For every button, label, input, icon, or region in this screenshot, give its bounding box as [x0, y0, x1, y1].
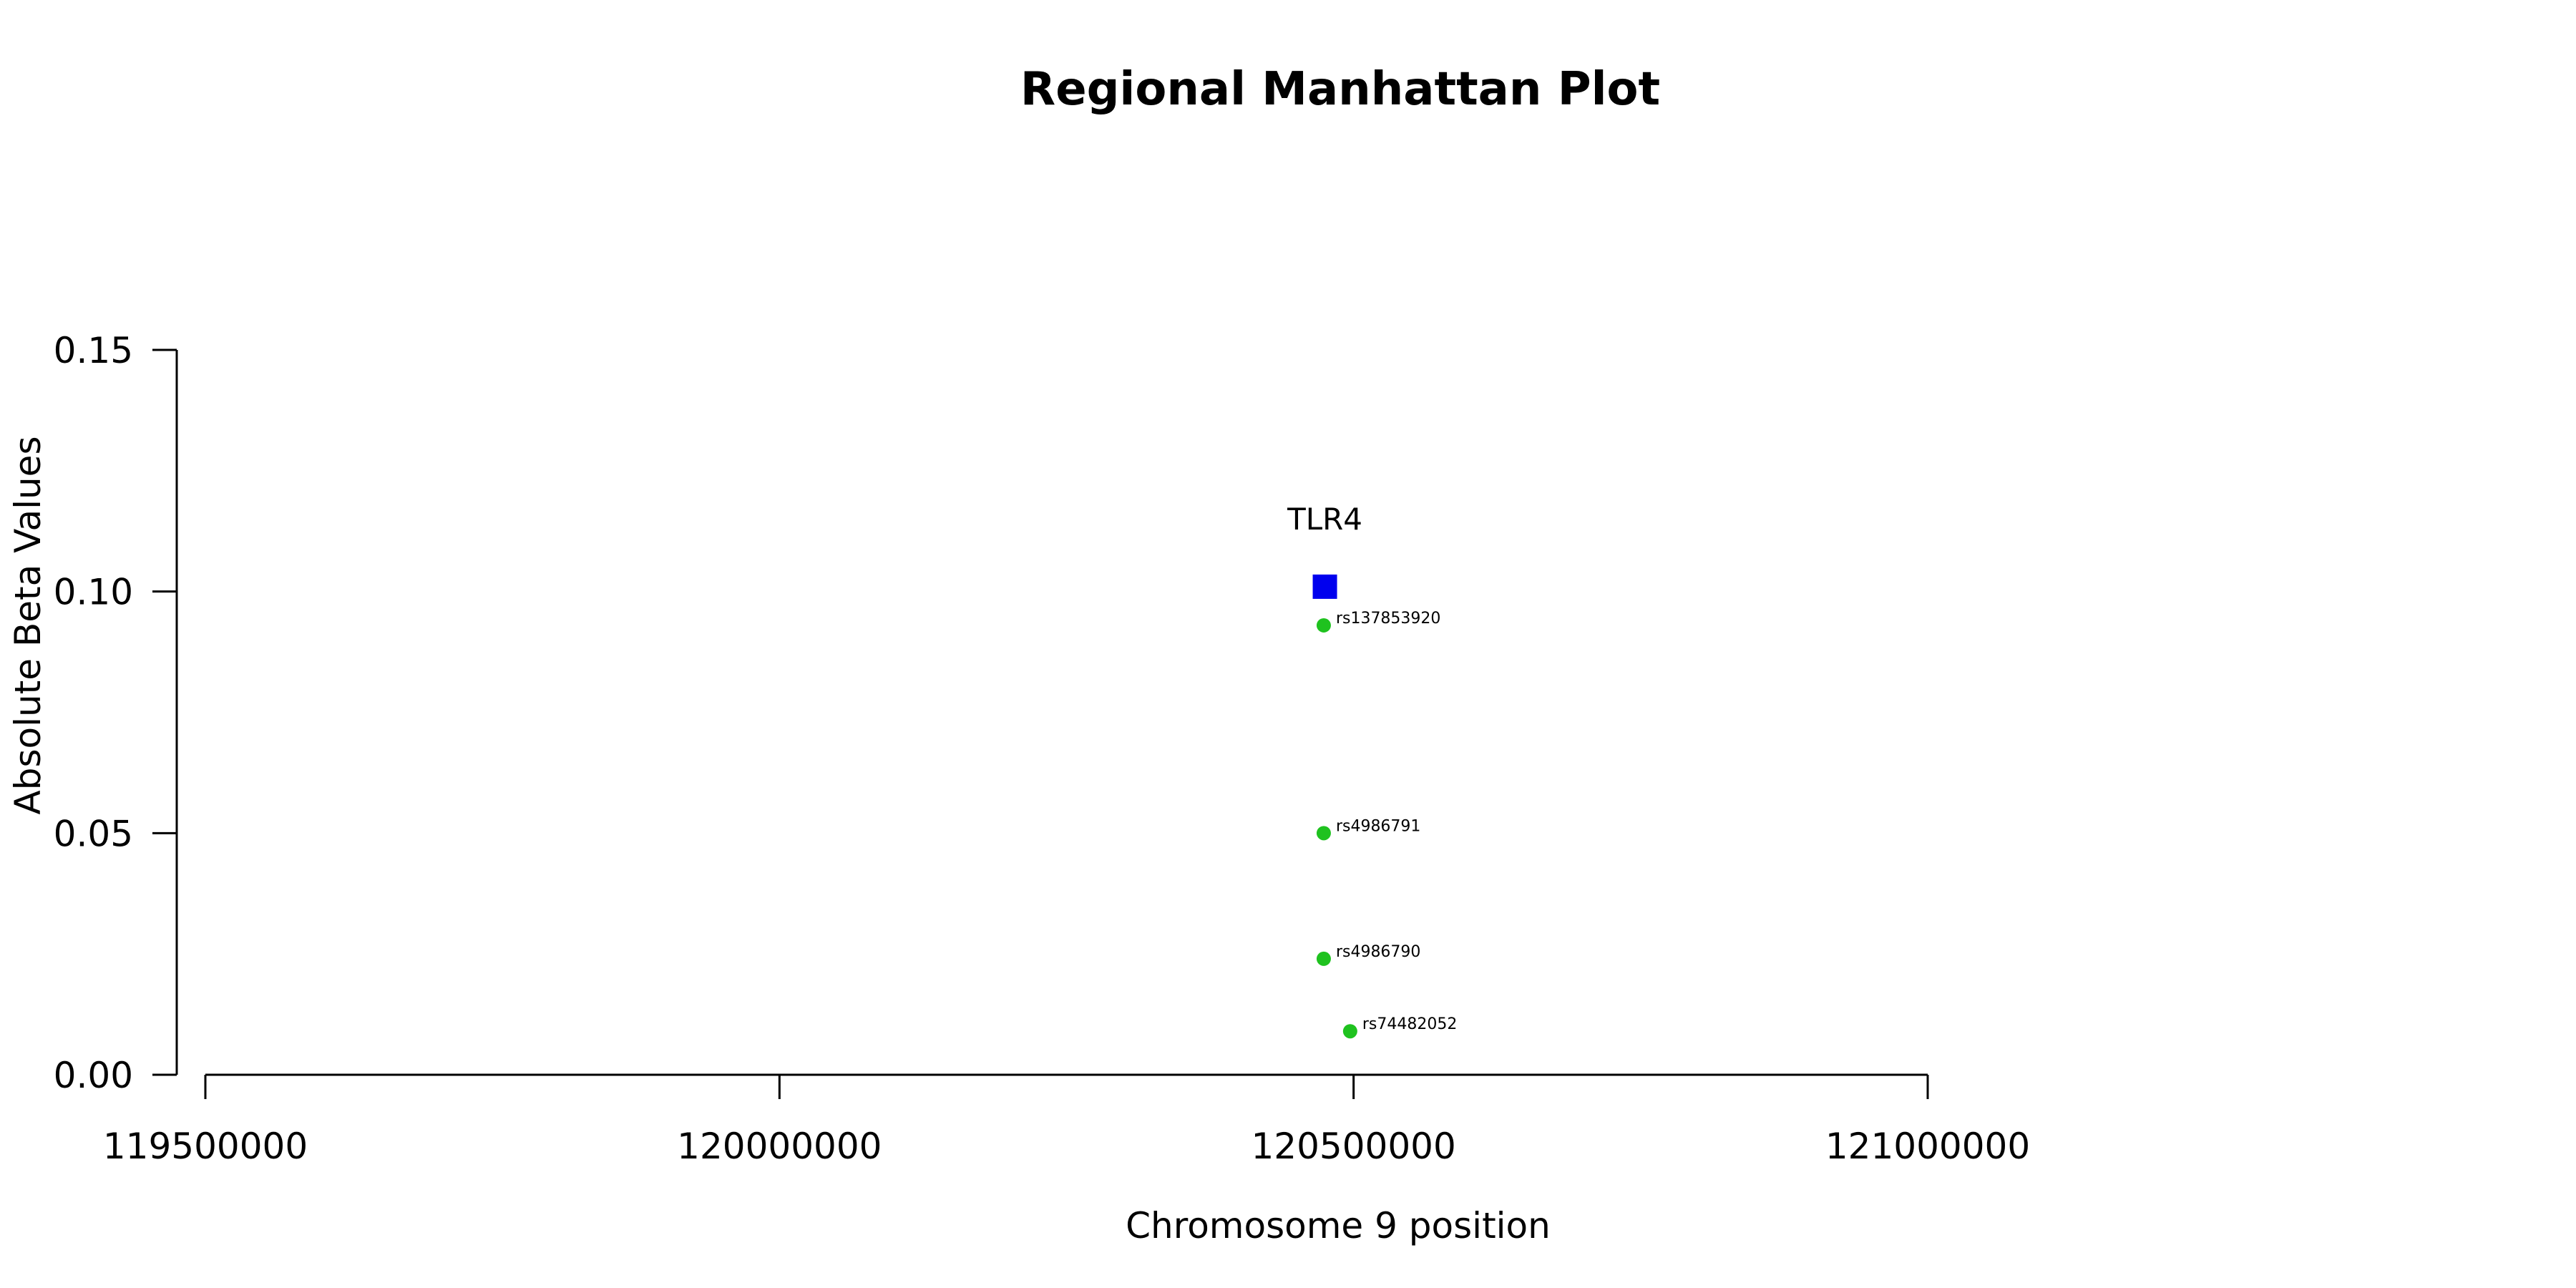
y-tick-label: 0.15	[54, 330, 133, 371]
snp-point	[1342, 1024, 1357, 1039]
y-axis-label: Absolute Beta Values	[7, 436, 49, 815]
x-tick-label: 119500000	[103, 1126, 308, 1167]
snp-label: rs4986790	[1336, 943, 1421, 961]
gene-marker	[1312, 574, 1337, 599]
y-tick-label: 0.10	[54, 572, 133, 613]
x-tick-label: 121000000	[1825, 1126, 2030, 1167]
snp-label: rs74482052	[1362, 1015, 1457, 1033]
snp-point	[1316, 951, 1331, 966]
y-tick-label: 0.00	[54, 1055, 133, 1096]
y-axis: 0.00 0.05 0.10 0.15	[54, 330, 178, 1096]
x-tick-label: 120500000	[1252, 1126, 1456, 1167]
snp-point	[1316, 826, 1331, 841]
x-axis: 119500000 120000000 120500000 121000000	[103, 1073, 2030, 1167]
plot-marks: rs137853920 rs4986791 rs4986790 rs74482052 T…	[1287, 502, 1457, 1039]
chart-title: Regional Manhattan Plot	[1020, 63, 1660, 116]
gene-label: TLR4	[1287, 502, 1362, 537]
snp-point	[1316, 618, 1331, 633]
x-axis-label: Chromosome 9 position	[1126, 1205, 1551, 1246]
x-tick-label: 120000000	[677, 1126, 882, 1167]
snp-label: rs137853920	[1336, 610, 1440, 628]
snp-label: rs4986791	[1336, 817, 1421, 835]
y-tick-label: 0.05	[54, 813, 133, 854]
